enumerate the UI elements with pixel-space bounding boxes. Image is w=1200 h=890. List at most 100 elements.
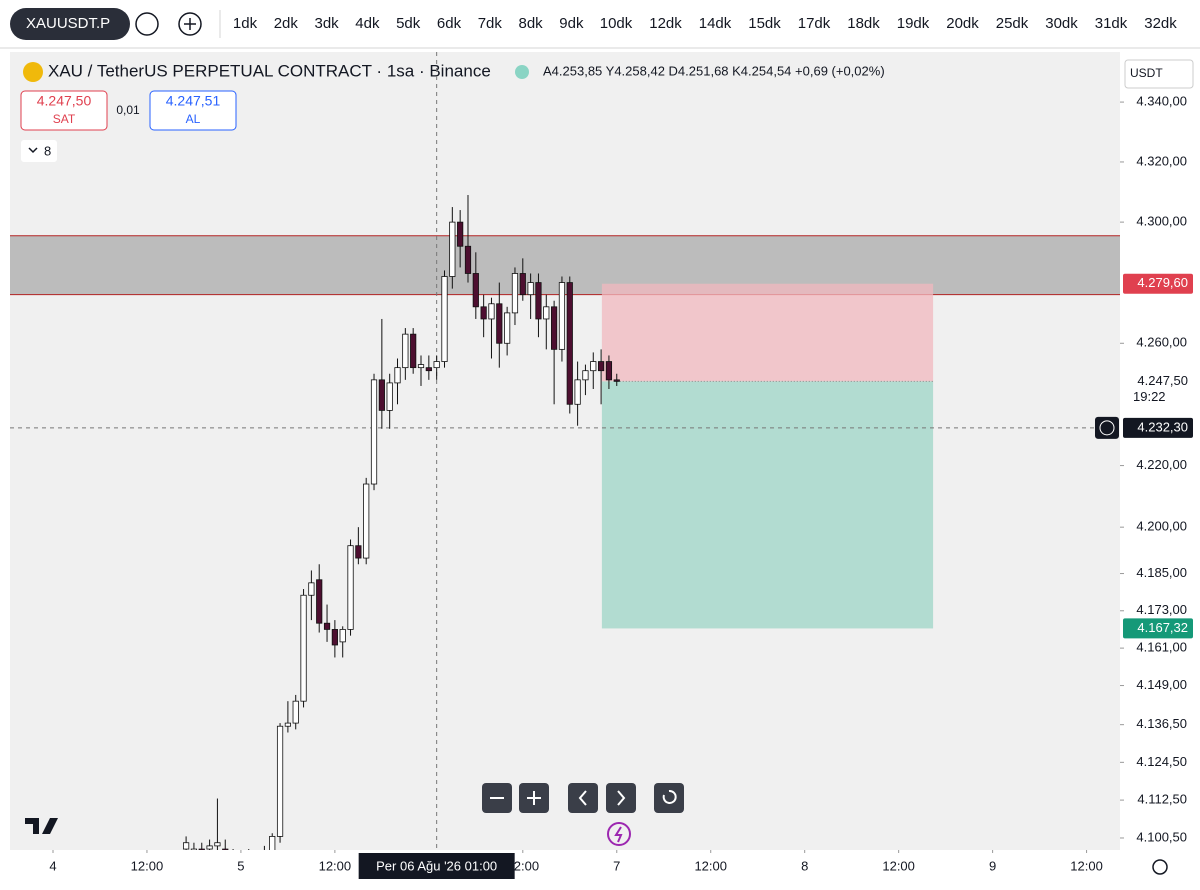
price-label-bg: [1123, 618, 1193, 639]
interval[interactable]: 8dk: [519, 15, 544, 32]
y-tick-label: 4.220,00: [1136, 457, 1187, 472]
y-tick-label: 4.124,50: [1136, 754, 1187, 769]
candle-body: [417, 364, 425, 369]
interval[interactable]: 17dk: [798, 15, 831, 32]
candle-body: [597, 361, 605, 372]
interval[interactable]: 31dk: [1095, 15, 1128, 32]
y-tick-label: 4.100,50: [1136, 829, 1187, 844]
interval[interactable]: 19dk: [897, 15, 930, 32]
x-tick-label: 12:00: [131, 858, 164, 873]
candle-body: [355, 545, 362, 559]
candle-body: [425, 367, 432, 372]
reset[interactable]: [654, 783, 684, 813]
interval[interactable]: 6dk: [437, 15, 462, 32]
candle-body: [410, 333, 417, 369]
scroll-left[interactable]: [568, 783, 598, 813]
interval[interactable]: 25dk: [996, 15, 1029, 32]
symbol[interactable]: XAUUSDT.P: [26, 15, 110, 32]
header-title: XAU / TetherUS PERPETUAL CONTRACT · 1sa …: [48, 61, 491, 80]
price-label: 4.232,30: [1137, 419, 1188, 434]
crosshair-add-bg[interactable]: [1095, 416, 1119, 439]
lightning-button[interactable]: [607, 822, 631, 846]
tv-logo: [25, 818, 58, 834]
candle-body: [558, 282, 566, 350]
y-tick-label: 4.173,00: [1136, 602, 1187, 617]
x-tick-label: 5: [237, 858, 244, 873]
candle-body: [394, 367, 401, 384]
y-tick-label: 4.149,00: [1136, 677, 1187, 692]
target-zone: [601, 381, 934, 629]
interval[interactable]: 9dk: [559, 15, 584, 32]
candle-body: [300, 594, 307, 702]
candle-body: [363, 483, 370, 559]
candle-body: [511, 273, 519, 314]
spread: 0,01: [116, 103, 140, 117]
interval[interactable]: 1dk: [233, 15, 258, 32]
candle-body: [339, 629, 346, 643]
candle-body: [190, 848, 198, 850]
crosshair-add[interactable]: [1099, 420, 1115, 436]
x-tick-label: 12:00: [1070, 858, 1103, 873]
price-label-bg: [1123, 273, 1193, 294]
candle-body: [496, 303, 503, 344]
interval[interactable]: 5dk: [396, 15, 421, 32]
stop-zone: [601, 283, 934, 382]
interval[interactable]: 15dk: [748, 15, 781, 32]
candle-body: [582, 370, 589, 381]
interval[interactable]: 20dk: [946, 15, 979, 32]
candle-body: [613, 379, 620, 382]
candle-body: [402, 333, 409, 369]
x-tick-label: 12:00: [319, 858, 352, 873]
countdown: 19:22: [1133, 389, 1166, 404]
candle-body: [284, 722, 291, 727]
interval[interactable]: 30dk: [1045, 15, 1078, 32]
candle-body: [449, 221, 456, 277]
chevron: [28, 147, 38, 154]
add-icon[interactable]: [178, 12, 202, 36]
lightning: [614, 826, 623, 843]
candle-body: [386, 382, 393, 411]
plot: [10, 52, 1120, 850]
status-dot: [515, 65, 529, 79]
candle-body: [323, 622, 331, 630]
interval[interactable]: 10dk: [600, 15, 633, 32]
indicator-toggle[interactable]: [21, 140, 57, 162]
candle-body: [214, 842, 221, 847]
sell-button[interactable]: [20, 90, 108, 131]
interval[interactable]: 4dk: [355, 15, 380, 32]
y-tick-label: 4.300,00: [1136, 214, 1187, 229]
zoom-controls: [482, 783, 684, 813]
buy-price[interactable]: 4.247,51: [166, 93, 221, 109]
candle-body: [370, 379, 378, 485]
interval[interactable]: 7dk: [478, 15, 503, 32]
currency[interactable]: USDT: [1130, 66, 1163, 80]
sell-price[interactable]: 4.247,50: [37, 93, 92, 109]
interval[interactable]: 32dk: [1144, 15, 1177, 32]
buy-label[interactable]: AL: [186, 112, 201, 126]
scroll-right[interactable]: [606, 783, 636, 813]
x-tick-label: 7: [613, 858, 620, 873]
indicator-count[interactable]: 8: [44, 143, 51, 158]
candle-body: [331, 629, 338, 646]
crosshair-x-label: Per 06 Ağu '26 01:00: [376, 858, 497, 873]
header-ohlc: A4.253,85 Y4.258,42 D4.251,68 K4.254,54 …: [543, 63, 885, 78]
intervals: 1dk 2dk 3dk 4dk 5dk 6dk 7dk 8dk 9dk 10dk 12dk 14dk 1…: [233, 15, 1177, 32]
candle-body: [308, 582, 315, 596]
interval[interactable]: 3dk: [315, 15, 340, 32]
alert-icon[interactable]: [135, 12, 159, 36]
interval[interactable]: 14dk: [699, 15, 732, 32]
settings[interactable]: [1152, 859, 1168, 875]
currency-button[interactable]: [1124, 59, 1194, 89]
plus: [527, 791, 541, 805]
interval[interactable]: 12dk: [649, 15, 682, 32]
interval[interactable]: 18dk: [847, 15, 880, 32]
sell-label[interactable]: SAT: [53, 112, 76, 126]
candle-body: [605, 361, 613, 381]
candle-body: [441, 276, 448, 362]
interval[interactable]: 2dk: [274, 15, 299, 32]
symbol-pill[interactable]: [10, 8, 130, 40]
buy-button[interactable]: [149, 90, 237, 131]
candle-body: [566, 282, 573, 405]
last-price: 4.247,50: [1137, 373, 1188, 388]
